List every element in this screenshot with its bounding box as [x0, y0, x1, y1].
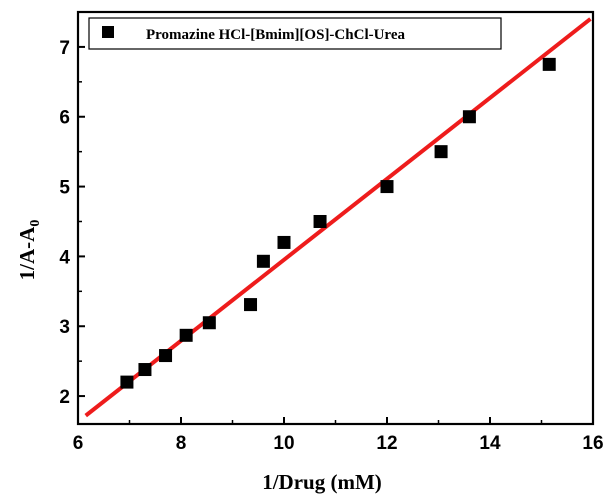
legend: Promazine HCl-[Bmim][OS]-ChCl-Urea — [88, 17, 502, 50]
y-tick-label: 4 — [59, 247, 70, 268]
data-points-layer — [120, 57, 556, 389]
y-tick-label: 2 — [59, 387, 70, 408]
data-point — [542, 57, 556, 71]
x-tick-label: 8 — [176, 433, 187, 454]
data-point — [380, 180, 394, 194]
x-axis-title: 1/Drug (mM) — [262, 470, 382, 494]
y-tick-label: 3 — [59, 317, 70, 338]
data-point — [256, 254, 270, 268]
data-point — [462, 110, 476, 124]
data-point — [179, 328, 193, 342]
x-axis-ticks: 6 8 10 12 14 16 — [73, 417, 604, 454]
legend-box — [88, 17, 502, 50]
y-axis-ticks: 2 3 4 5 6 7 — [59, 38, 85, 408]
y-tick-label: 6 — [59, 108, 70, 129]
y-tick-label: 5 — [59, 178, 70, 199]
y-axis-title-subscript: 0 — [28, 220, 43, 227]
data-point — [202, 316, 216, 330]
data-point — [277, 235, 291, 249]
legend-marker-square — [102, 26, 114, 38]
data-point — [244, 298, 258, 312]
y-axis-title-main: 1/A-A — [15, 226, 39, 280]
legend-label: Promazine HCl-[Bmim][OS]-ChCl-Urea — [146, 27, 405, 43]
x-tick-label: 10 — [273, 433, 294, 454]
y-axis-title: 1/A-A0 — [15, 220, 43, 281]
x-tick-label: 16 — [582, 433, 603, 454]
x-tick-label: 14 — [479, 433, 501, 454]
x-tick-label: 12 — [376, 433, 397, 454]
data-point — [138, 363, 152, 377]
data-point — [120, 375, 134, 389]
data-point — [434, 145, 448, 159]
data-point — [313, 214, 327, 228]
y-tick-label: 7 — [59, 38, 70, 59]
x-tick-label: 6 — [73, 433, 84, 454]
data-point — [159, 349, 173, 363]
